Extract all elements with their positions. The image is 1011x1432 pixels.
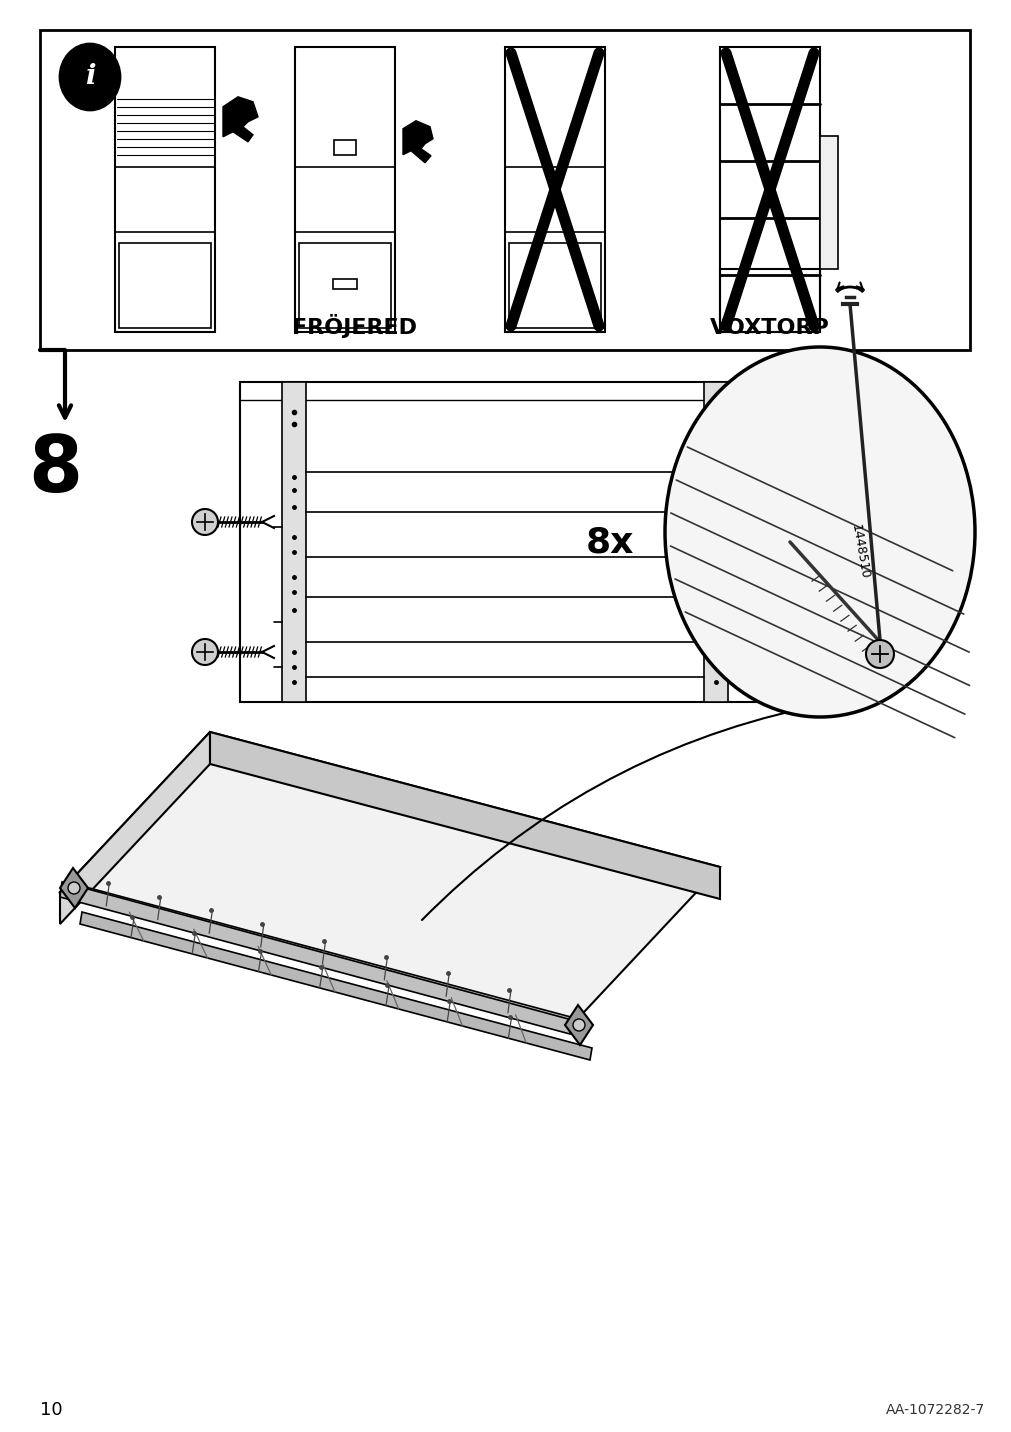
- Text: 10: 10: [40, 1400, 63, 1419]
- Bar: [719, 47, 819, 332]
- Bar: [819, 136, 837, 269]
- Bar: [298, 242, 390, 328]
- Polygon shape: [60, 732, 210, 924]
- Circle shape: [792, 639, 817, 664]
- Bar: [240, 382, 769, 702]
- Circle shape: [572, 1020, 584, 1031]
- Text: 1448510: 1448510: [848, 524, 870, 580]
- Bar: [40, 30, 969, 349]
- Bar: [115, 47, 214, 332]
- Bar: [333, 279, 357, 289]
- Bar: [282, 382, 305, 702]
- Bar: [704, 382, 727, 702]
- Text: AA-1072282-7: AA-1072282-7: [885, 1403, 984, 1418]
- Text: i: i: [85, 63, 95, 90]
- Polygon shape: [65, 882, 581, 1032]
- Polygon shape: [60, 882, 571, 1034]
- Polygon shape: [60, 732, 719, 1027]
- Circle shape: [792, 508, 817, 536]
- Bar: [719, 269, 819, 332]
- Bar: [509, 242, 601, 328]
- Polygon shape: [564, 1005, 592, 1045]
- Circle shape: [68, 882, 80, 894]
- Circle shape: [192, 639, 217, 664]
- Circle shape: [865, 640, 893, 667]
- Bar: [119, 242, 210, 328]
- Circle shape: [192, 508, 217, 536]
- Polygon shape: [222, 97, 258, 142]
- Text: 8x: 8x: [585, 526, 634, 558]
- Bar: [295, 47, 394, 332]
- Polygon shape: [60, 868, 88, 908]
- Text: VOXTORP: VOXTORP: [710, 318, 829, 338]
- Bar: [504, 47, 605, 332]
- Polygon shape: [210, 732, 719, 899]
- Text: FRÖJERED: FRÖJERED: [292, 314, 418, 338]
- Polygon shape: [80, 912, 591, 1060]
- Bar: [334, 140, 356, 155]
- Polygon shape: [402, 120, 433, 163]
- Ellipse shape: [664, 347, 974, 717]
- Ellipse shape: [60, 44, 120, 110]
- Text: 8: 8: [28, 432, 82, 508]
